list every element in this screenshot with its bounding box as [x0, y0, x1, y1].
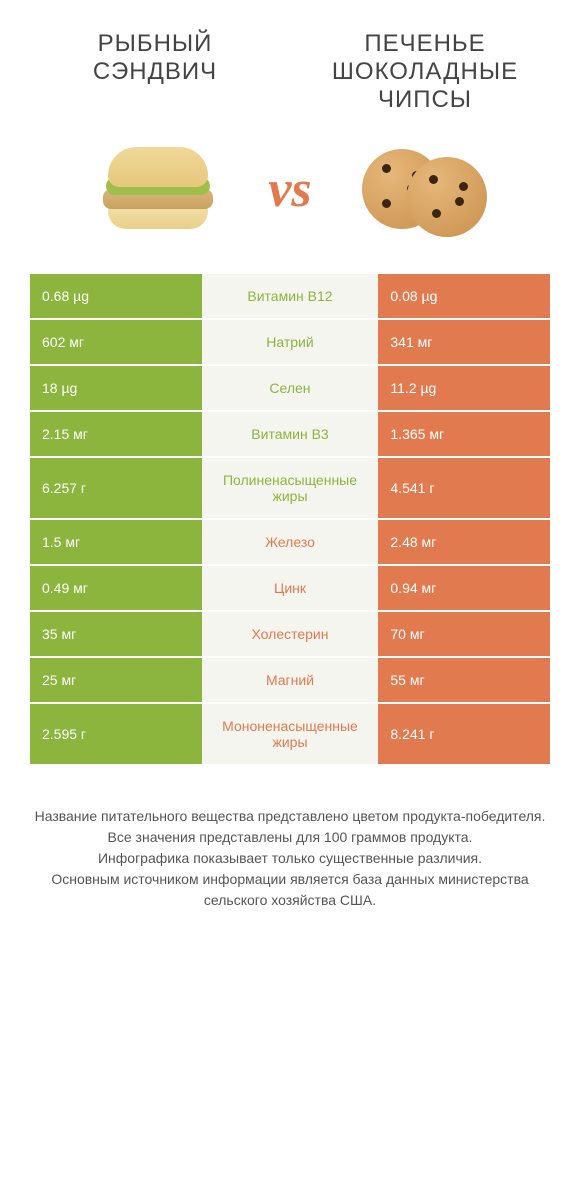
- nutrient-label: Витамин B12: [202, 274, 379, 318]
- right-value: 11.2 µg: [378, 366, 550, 410]
- left-value: 25 мг: [30, 658, 202, 702]
- right-product-title: Печенье Шоколадные чипсы: [304, 30, 547, 114]
- right-value: 4.541 г: [378, 458, 550, 518]
- left-value: 6.257 г: [30, 458, 202, 518]
- left-value: 0.68 µg: [30, 274, 202, 318]
- table-row: 0.68 µgВитамин B120.08 µg: [30, 274, 550, 320]
- right-value: 0.08 µg: [378, 274, 550, 318]
- header: Рыбный сэндвич Печенье Шоколадные чипсы: [0, 0, 580, 124]
- left-value: 1.5 мг: [30, 520, 202, 564]
- table-row: 602 мгНатрий341 мг: [30, 320, 550, 366]
- nutrient-label: Цинк: [202, 566, 379, 610]
- nutrient-label: Магний: [202, 658, 379, 702]
- table-row: 0.49 мгЦинк0.94 мг: [30, 566, 550, 612]
- left-value: 602 мг: [30, 320, 202, 364]
- left-value: 2.595 г: [30, 704, 202, 764]
- right-value: 0.94 мг: [378, 566, 550, 610]
- table-row: 6.257 гПолиненасыщенные жиры4.541 г: [30, 458, 550, 520]
- nutrient-label: Мононенасыщенные жиры: [202, 704, 379, 764]
- footnote-line: Все значения представлены для 100 граммо…: [30, 827, 550, 848]
- left-value: 35 мг: [30, 612, 202, 656]
- nutrient-label: Селен: [202, 366, 379, 410]
- left-value: 0.49 мг: [30, 566, 202, 610]
- nutrient-label: Витамин B3: [202, 412, 379, 456]
- left-value: 18 µg: [30, 366, 202, 410]
- left-product-image: [78, 134, 238, 244]
- table-row: 18 µgСелен11.2 µg: [30, 366, 550, 412]
- footnote-line: Основным источником информации является …: [30, 869, 550, 911]
- vs-row: vs: [0, 124, 580, 274]
- right-value: 8.241 г: [378, 704, 550, 764]
- table-row: 1.5 мгЖелезо2.48 мг: [30, 520, 550, 566]
- table-row: 35 мгХолестерин70 мг: [30, 612, 550, 658]
- table-row: 2.595 гМононенасыщенные жиры8.241 г: [30, 704, 550, 766]
- footnote-line: Название питательного вещества представл…: [30, 806, 550, 827]
- right-value: 341 мг: [378, 320, 550, 364]
- nutrient-label: Полиненасыщенные жиры: [202, 458, 379, 518]
- left-value: 2.15 мг: [30, 412, 202, 456]
- footnote-line: Инфографика показывает только существенн…: [30, 848, 550, 869]
- right-value: 2.48 мг: [378, 520, 550, 564]
- nutrient-table: 0.68 µgВитамин B120.08 µg602 мгНатрий341…: [0, 274, 580, 766]
- nutrient-label: Холестерин: [202, 612, 379, 656]
- table-row: 2.15 мгВитамин B31.365 мг: [30, 412, 550, 458]
- nutrient-label: Железо: [202, 520, 379, 564]
- right-product-image: [342, 134, 502, 244]
- footnotes: Название питательного вещества представл…: [0, 766, 580, 931]
- right-value: 70 мг: [378, 612, 550, 656]
- nutrient-label: Натрий: [202, 320, 379, 364]
- table-row: 25 мгМагний55 мг: [30, 658, 550, 704]
- right-value: 1.365 мг: [378, 412, 550, 456]
- left-product-title: Рыбный сэндвич: [34, 30, 277, 86]
- right-value: 55 мг: [378, 658, 550, 702]
- vs-label: vs: [268, 160, 311, 219]
